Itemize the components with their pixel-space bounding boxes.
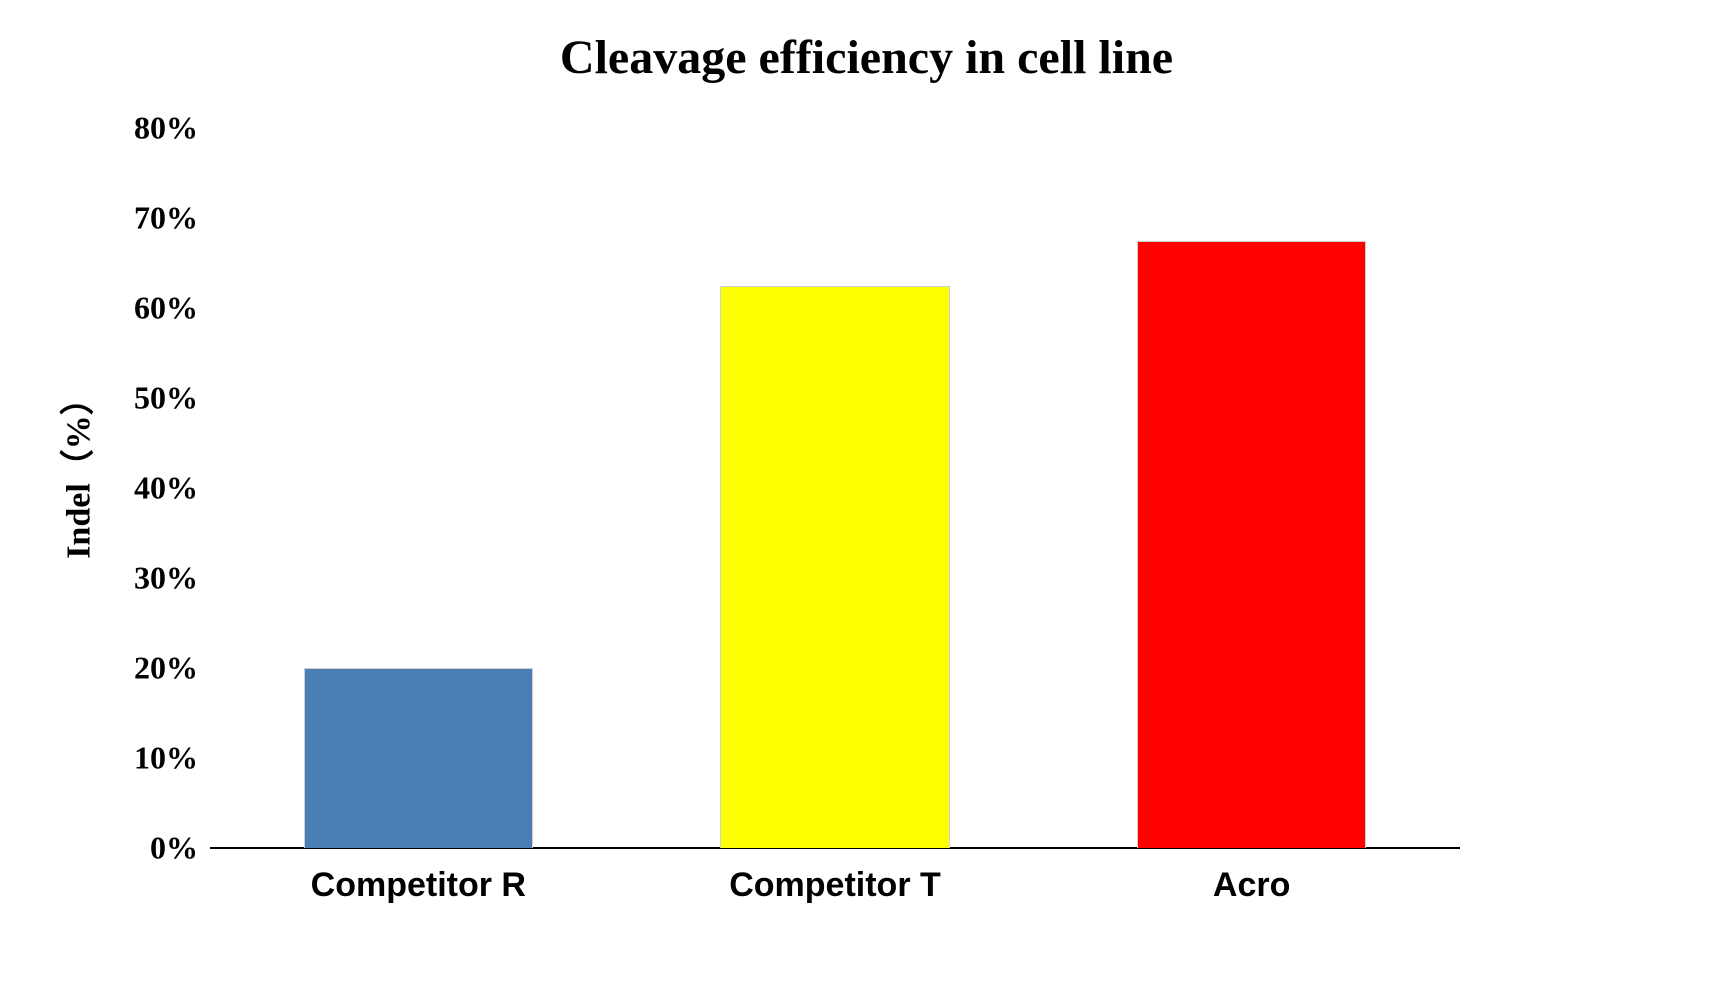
bar: [720, 286, 949, 849]
y-tick-label: 30%: [134, 560, 210, 597]
y-tick-label: 20%: [134, 650, 210, 687]
x-tick-label: Competitor T: [729, 848, 941, 905]
y-tick-label: 0%: [150, 830, 210, 867]
y-tick-label: 50%: [134, 380, 210, 417]
x-tick-label: Acro: [1213, 848, 1290, 905]
x-tick-label: Competitor R: [311, 848, 526, 905]
bar: [304, 668, 533, 848]
y-tick-label: 40%: [134, 470, 210, 507]
y-tick-label: 10%: [134, 740, 210, 777]
y-tick-label: 70%: [134, 200, 210, 237]
y-tick-label: 80%: [134, 110, 210, 147]
plot-area: 0%10%20%30%40%50%60%70%80%Competitor RCo…: [210, 128, 1460, 848]
y-tick-label: 60%: [134, 290, 210, 327]
y-axis-label: Indel（%）: [51, 381, 100, 559]
bar: [1137, 241, 1366, 849]
chart-title: Cleavage efficiency in cell line: [0, 30, 1733, 85]
chart-container: Cleavage efficiency in cell line Indel（%…: [0, 0, 1733, 990]
